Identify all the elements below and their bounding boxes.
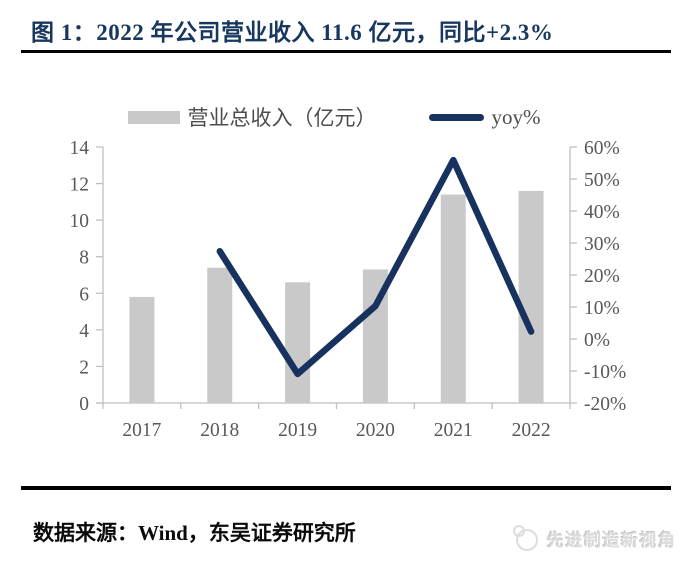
- revenue-bar-2021: [440, 194, 466, 403]
- figure-title: 图 1：2022 年公司营业收入 11.6 亿元，同比+2.3%: [31, 20, 554, 45]
- x-axis-category-label: 2022: [512, 420, 551, 441]
- right-axis-tick-label: -10%: [584, 362, 626, 383]
- title-divider-rule: [21, 50, 671, 53]
- x-axis-category-label: 2020: [356, 420, 395, 441]
- revenue-bar-2022: [518, 190, 544, 403]
- yoy-line-series: [216, 156, 535, 378]
- right-axis-tick-label: 40%: [584, 202, 620, 223]
- watermark-label: 先进制造新视角: [547, 530, 677, 550]
- left-axis-tick-label: 4: [79, 321, 89, 342]
- x-axis-category-label: 2017: [122, 420, 161, 441]
- left-axis-tick-label: 10: [70, 211, 90, 232]
- x-axis-category-label: 2021: [434, 420, 473, 441]
- right-axis-tick-label: 30%: [584, 234, 620, 255]
- left-axis-tick-label: 14: [70, 138, 90, 159]
- right-axis-tick-label: 60%: [584, 138, 620, 159]
- line-series-swatch: [428, 113, 484, 121]
- revenue-bar-2019: [285, 282, 311, 403]
- right-axis-tick-label: 0%: [584, 330, 610, 351]
- revenue-bar-2017: [129, 296, 155, 403]
- data-source-note: 数据来源：Wind，东吴证券研究所: [33, 521, 356, 545]
- left-axis-tick-label: 0: [79, 394, 89, 415]
- legend-item-yoy: yoy%: [428, 104, 541, 130]
- right-axis-tick-label: -20%: [584, 394, 626, 415]
- x-axis-category-label: 2019: [278, 420, 317, 441]
- bar-series-label: 营业总收入（亿元）: [187, 106, 377, 130]
- right-axis-tick-label: 10%: [584, 298, 620, 319]
- revenue-bar-2018: [207, 267, 233, 403]
- x-axis-category-label: 2018: [200, 420, 239, 441]
- left-axis-tick-label: 8: [79, 248, 89, 269]
- legend-item-revenue: 营业总收入（亿元）: [127, 102, 377, 132]
- watermark: 先进制造新视角: [511, 524, 677, 552]
- axes: [96, 146, 577, 409]
- line-series-label: yoy%: [491, 104, 541, 129]
- right-axis-tick-label: 20%: [584, 266, 620, 287]
- chart-legend: 营业总收入（亿元） yoy%: [95, 102, 573, 132]
- left-axis-tick-label: 6: [79, 284, 89, 305]
- bar-series-swatch: [127, 110, 180, 124]
- left-axis-tick-label: 12: [70, 175, 90, 196]
- footer-divider-rule: [21, 486, 671, 490]
- watermark-logo-icon: [513, 525, 538, 551]
- left-axis-tick-label: 2: [79, 357, 89, 378]
- right-axis-tick-label: 50%: [584, 170, 620, 191]
